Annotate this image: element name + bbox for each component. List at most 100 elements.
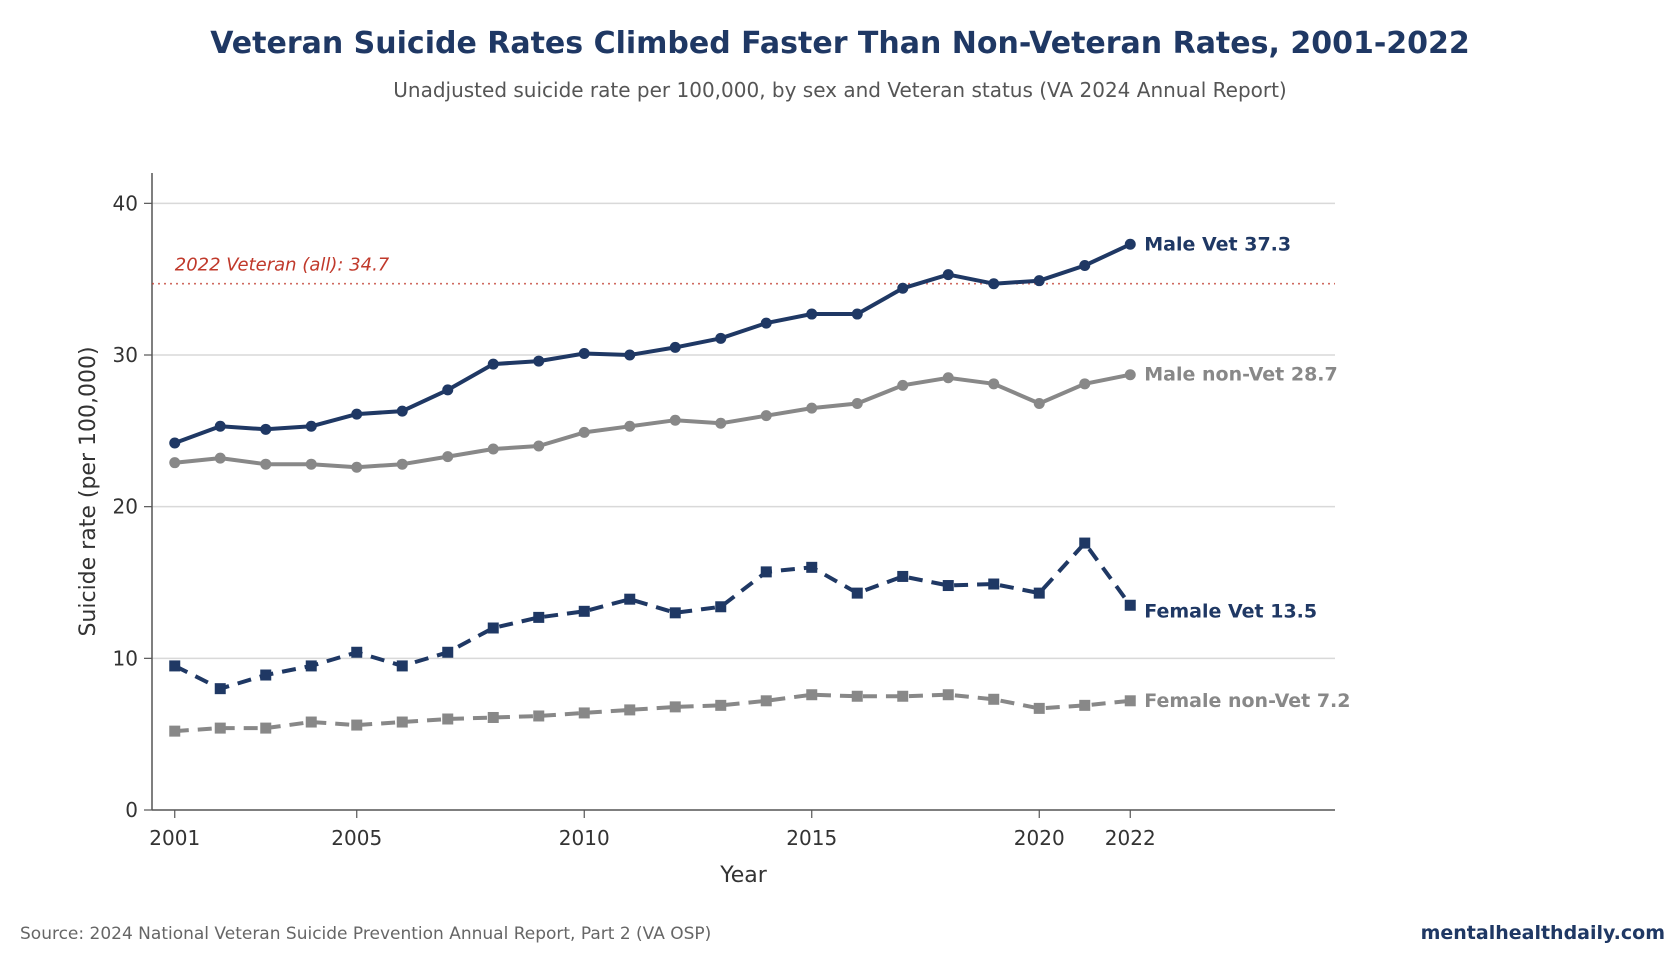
- series-1-point-2002: [214, 452, 226, 464]
- series-0-point-2003: [260, 423, 272, 435]
- series-line-0: [172, 242, 1133, 445]
- series-2-point-2002: [214, 683, 226, 695]
- series-0-point-2020: [1033, 275, 1045, 287]
- y-tick-label-40: 40: [113, 191, 138, 215]
- series-2-point-2022: [1124, 599, 1136, 611]
- series-2-point-2015: [806, 561, 818, 573]
- series-0-point-2006: [396, 405, 408, 417]
- series-0-point-2021: [1079, 260, 1091, 272]
- series-1-point-2021: [1079, 378, 1091, 390]
- series-2-point-2006: [396, 660, 408, 672]
- series-3-point-2011: [624, 704, 636, 716]
- series-2-point-2014: [760, 566, 772, 578]
- series-1-point-2008: [487, 443, 499, 455]
- series-2-point-2018: [942, 580, 954, 592]
- series-2-point-2017: [897, 570, 909, 582]
- series-1-point-2022: [1124, 369, 1136, 381]
- series-3-point-2004: [305, 716, 317, 728]
- series-0-point-2008: [487, 358, 499, 370]
- series-3-point-2008: [487, 711, 499, 723]
- series-0-point-2002: [214, 420, 226, 432]
- series-0-point-2014: [760, 317, 772, 329]
- series-1-point-2005: [351, 461, 363, 473]
- series-3-point-2017: [897, 690, 909, 702]
- series-0-point-2010: [578, 347, 590, 359]
- series-1-point-2004: [305, 458, 317, 470]
- series-1-point-2019: [988, 378, 1000, 390]
- series-2-point-2003: [260, 669, 272, 681]
- series-3-point-2009: [533, 710, 545, 722]
- series-1-point-2016: [851, 398, 863, 410]
- series-3-point-2006: [396, 716, 408, 728]
- series-3-point-2010: [578, 707, 590, 719]
- series-0-point-2004: [305, 420, 317, 432]
- series-1-point-2014: [760, 410, 772, 422]
- x-tick-label-2015: 2015: [786, 826, 837, 850]
- series-line-2: [173, 541, 1132, 691]
- y-tick-label-10: 10: [113, 646, 138, 670]
- series-2-point-2011: [624, 593, 636, 605]
- series-2-point-2005: [351, 646, 363, 658]
- chart-title: Veteran Suicide Rates Climbed Faster Tha…: [210, 26, 1470, 61]
- series-0-point-2018: [942, 269, 954, 281]
- x-tick-label-2001: 2001: [149, 826, 200, 850]
- series-3-point-2016: [851, 690, 863, 702]
- series-0-point-2007: [442, 384, 454, 396]
- series-2-point-2019: [988, 578, 1000, 590]
- series-1-point-2012: [669, 414, 681, 426]
- series-end-label-0: Male Vet 37.3: [1144, 233, 1291, 255]
- series-2-point-2010: [578, 605, 590, 617]
- chart-subtitle: Unadjusted suicide rate per 100,000, by …: [393, 78, 1287, 102]
- series-end-label-3: Female non-Vet 7.2: [1144, 690, 1350, 712]
- series-1-point-2001: [169, 457, 181, 469]
- series-line-1: [172, 372, 1133, 470]
- series-3-point-2022: [1124, 695, 1136, 707]
- series-1-point-2018: [942, 372, 954, 384]
- series-2-point-2020: [1033, 587, 1045, 599]
- series-1-point-2017: [897, 379, 909, 391]
- series-2-point-2001: [169, 660, 181, 672]
- reference-line-label: 2022 Veteran (all): 34.7: [175, 255, 390, 276]
- series-0-point-2005: [351, 408, 363, 420]
- x-tick-label-2010: 2010: [559, 826, 610, 850]
- series-end-label-2: Female Vet 13.5: [1144, 600, 1317, 622]
- series-0-point-2019: [988, 278, 1000, 290]
- x-tick-label-2020: 2020: [1014, 826, 1065, 850]
- series-2-point-2007: [442, 646, 454, 658]
- y-axis-label: Suicide rate (per 100,000): [76, 346, 101, 636]
- series-3-point-2014: [760, 695, 772, 707]
- series-2-point-2021: [1079, 537, 1091, 549]
- series-3-point-2015: [806, 689, 818, 701]
- y-tick-label-20: 20: [113, 495, 138, 519]
- y-tick-label-0: 0: [125, 798, 138, 822]
- series-3-point-2018: [942, 689, 954, 701]
- series-1-point-2020: [1033, 398, 1045, 410]
- series-0-point-2016: [851, 308, 863, 320]
- series-end-label-1: Male non-Vet 28.7: [1144, 364, 1337, 386]
- series-3-point-2005: [351, 719, 363, 731]
- series-3-point-2002: [214, 722, 226, 734]
- series-0-point-2022: [1124, 238, 1136, 250]
- x-tick-label-2022: 2022: [1105, 826, 1156, 850]
- series-3-point-2007: [442, 713, 454, 725]
- series-2-point-2004: [305, 660, 317, 672]
- series-1-point-2007: [442, 451, 454, 463]
- series-3-point-2020: [1033, 702, 1045, 714]
- series-0-point-2001: [169, 437, 181, 449]
- series-1-point-2006: [396, 458, 408, 470]
- series-0-point-2012: [669, 341, 681, 353]
- series-line-3: [174, 692, 1131, 734]
- x-axis-label: Year: [719, 863, 768, 888]
- brand-label: mentalhealthdaily.com: [1420, 922, 1665, 944]
- series-3-point-2019: [988, 693, 1000, 705]
- series-1-point-2015: [806, 402, 818, 414]
- series-1-point-2010: [578, 426, 590, 438]
- series-0-point-2015: [806, 308, 818, 320]
- series-1-point-2011: [624, 420, 636, 432]
- series-1-point-2003: [260, 458, 272, 470]
- series-0-point-2009: [533, 355, 545, 367]
- x-tick-label-2005: 2005: [331, 826, 382, 850]
- series-3-point-2021: [1079, 699, 1091, 711]
- series-2-point-2009: [533, 611, 545, 623]
